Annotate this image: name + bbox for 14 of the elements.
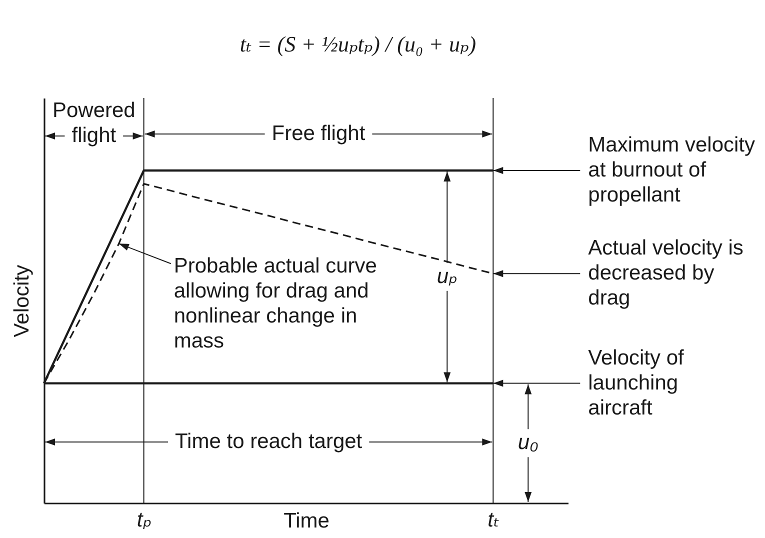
- annotation: Probable actual curve allowing for drag and nonlinear change in mass: [174, 254, 377, 353]
- x-tick-label: tₚ: [136, 508, 152, 532]
- y-axis-title: Velocity: [10, 264, 34, 338]
- annotation: Time to reach target: [175, 430, 362, 453]
- annotation: uₚ: [436, 264, 458, 288]
- annotation: u₀: [518, 431, 539, 454]
- x-tick-label: tₜ: [488, 508, 500, 532]
- chart-title: tₜ = (S + ½uₚtₚ) / (u₀ + uₚ): [240, 32, 476, 56]
- text: Velocity of launching aircraft: [588, 346, 684, 420]
- text: Actual velocity is decreased by drag: [588, 236, 744, 310]
- text: Powered flight: [52, 99, 136, 147]
- text: Maximum velocity at burnout of propellant: [588, 133, 756, 206]
- text: Free flight: [272, 122, 366, 145]
- x-axis-title: Time: [284, 510, 330, 532]
